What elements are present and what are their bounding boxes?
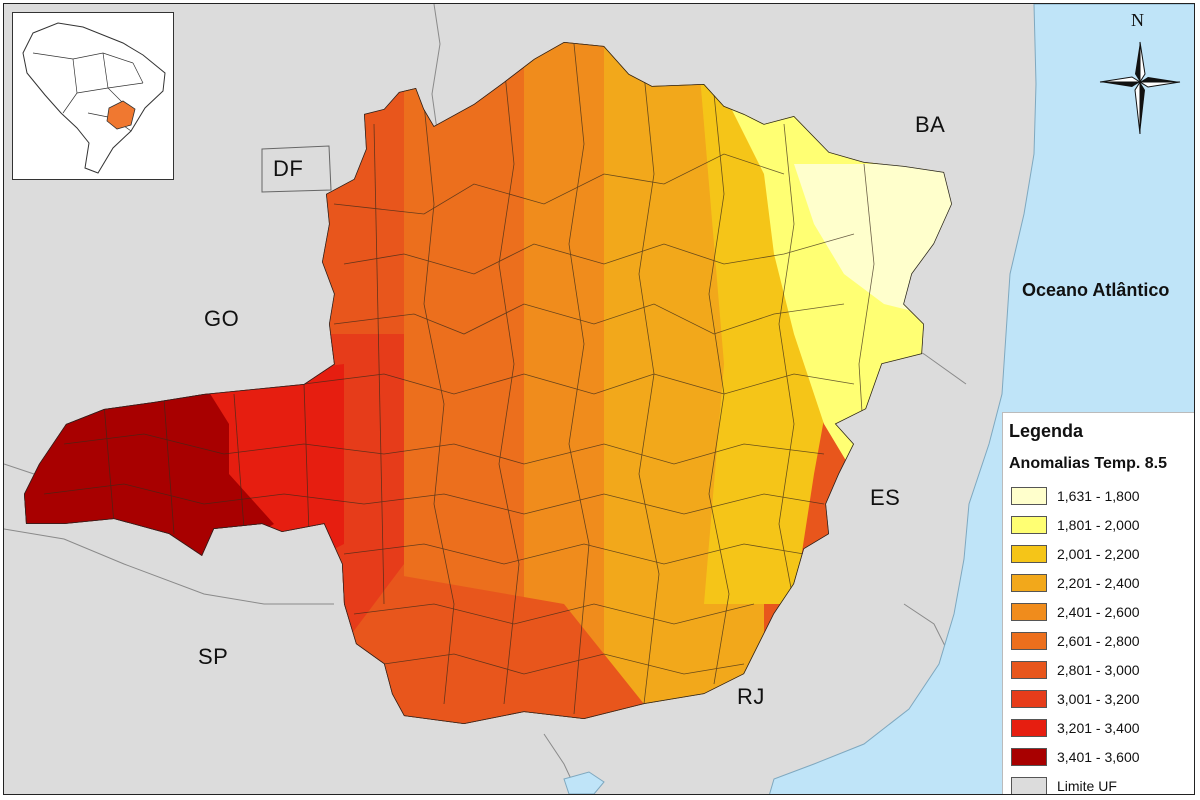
label-sp: SP	[198, 644, 229, 669]
legend-row: 2,601 - 2,800	[1011, 632, 1194, 652]
legend-swatch	[1011, 516, 1047, 534]
legend-row: 2,401 - 2,600	[1011, 603, 1194, 623]
legend-row: 1,801 - 2,000	[1011, 516, 1194, 536]
legend-label: Limite UF	[1057, 778, 1117, 794]
legend-label: 2,001 - 2,200	[1057, 546, 1140, 562]
legend-label: 2,201 - 2,400	[1057, 575, 1140, 591]
legend-label: 2,601 - 2,800	[1057, 633, 1140, 649]
municipal-boundaries	[43, 43, 875, 715]
legend-label: 3,401 - 3,600	[1057, 749, 1140, 765]
legend-panel: Legenda Anomalias Temp. 8.5 1,631 - 1,80…	[1002, 412, 1194, 794]
inset-minas-gerais	[106, 100, 136, 130]
inset-brazil-map	[22, 22, 166, 174]
map-frame: DF BA GO ES SP RJ Oceano Atlântico N	[3, 3, 1195, 795]
legend-label: 1,631 - 1,800	[1057, 488, 1140, 504]
legend-title: Legenda	[1009, 421, 1084, 441]
legend-swatch	[1011, 777, 1047, 794]
legend-row: 3,001 - 3,200	[1011, 690, 1194, 710]
legend-swatch	[1011, 719, 1047, 737]
legend-row: 3,401 - 3,600	[1011, 748, 1194, 768]
inset-brazil-outline	[22, 22, 166, 174]
legend-swatch	[1011, 690, 1047, 708]
region-triangle-dark	[24, 384, 274, 564]
legend-swatch	[1011, 748, 1047, 766]
map-canvas	[4, 4, 1194, 794]
legend-subtitle: Anomalias Temp. 8.5	[1009, 455, 1167, 472]
label-df: DF	[273, 156, 304, 181]
legend-swatch	[1011, 545, 1047, 563]
legend-label: 3,201 - 3,400	[1057, 720, 1140, 736]
legend-label: 2,401 - 2,600	[1057, 604, 1140, 620]
legend-swatch	[1011, 661, 1047, 679]
legend-row: 2,001 - 2,200	[1011, 545, 1194, 565]
legend-row: 2,201 - 2,400	[1011, 574, 1194, 594]
legend-row: Limite UF	[1011, 777, 1194, 794]
inset-locator-map	[12, 12, 174, 180]
legend-label: 2,801 - 3,000	[1057, 662, 1140, 678]
label-go: GO	[204, 306, 240, 331]
legend-swatch	[1011, 632, 1047, 650]
legend-label: 1,801 - 2,000	[1057, 517, 1140, 533]
legend-label: 3,001 - 3,200	[1057, 691, 1140, 707]
legend-swatch	[1011, 487, 1047, 505]
legend-swatch	[1011, 603, 1047, 621]
legend-swatch	[1011, 574, 1047, 592]
minas-gerais-outline	[24, 42, 952, 724]
north-label: N	[1131, 10, 1144, 30]
north-arrow-icon	[1099, 41, 1181, 134]
legend-row: 1,631 - 1,800	[1011, 487, 1194, 507]
label-ocean: Oceano Atlântico	[1022, 280, 1170, 300]
region-south	[334, 564, 644, 724]
legend-row: 2,801 - 3,000	[1011, 661, 1194, 681]
label-rj: RJ	[737, 684, 765, 709]
label-es: ES	[870, 485, 901, 510]
label-ba: BA	[915, 112, 946, 137]
bay-area	[563, 771, 605, 794]
df-outline	[261, 145, 332, 193]
legend-row: 3,201 - 3,400	[1011, 719, 1194, 739]
